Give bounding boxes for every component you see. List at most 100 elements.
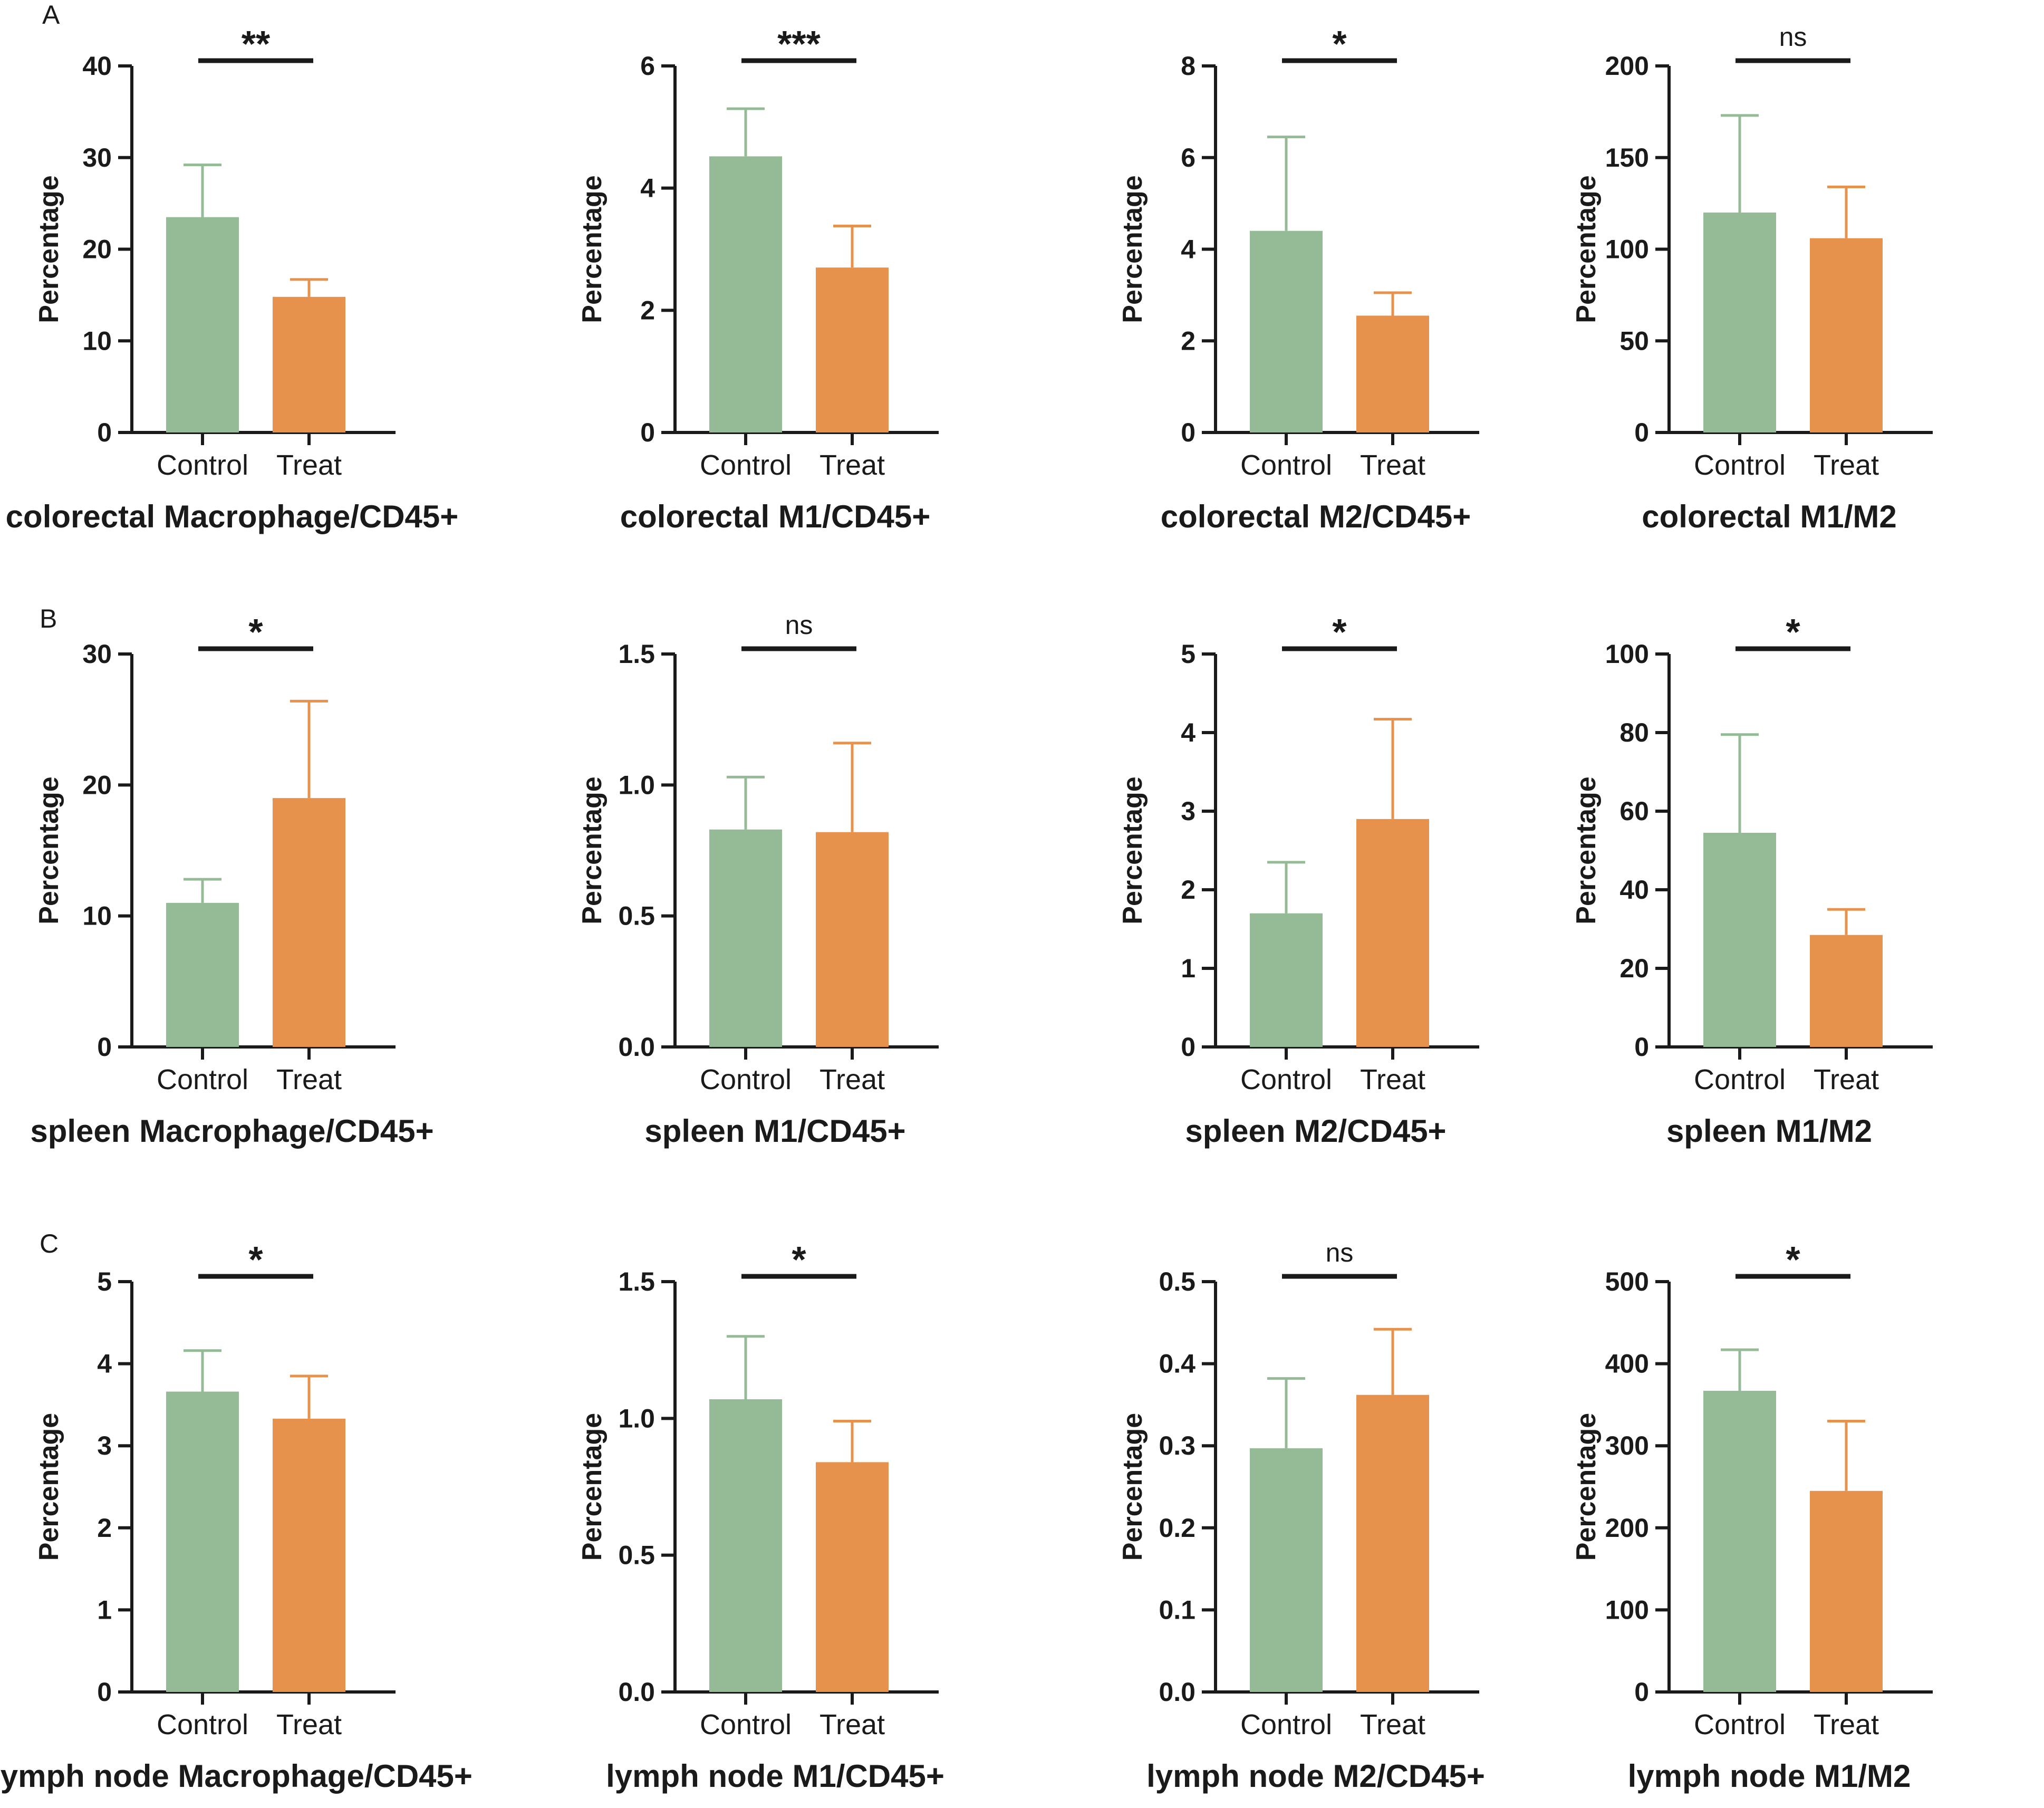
y-tick-label: 0 — [1181, 418, 1195, 447]
y-tick-label: 0.4 — [1159, 1349, 1195, 1379]
significance-label: * — [248, 611, 263, 652]
significance-label: * — [1332, 23, 1347, 64]
x-category-label: Control — [1240, 1064, 1332, 1095]
x-category-label: Treat — [819, 449, 885, 481]
chart-panel-6: 0.0 0.5 1.0 1.5 Percentage Control Treat ns sple… — [577, 610, 939, 1149]
y-tick-label: 0.1 — [1159, 1595, 1195, 1624]
x-category-label: Control — [700, 1064, 792, 1095]
bar-treat — [1356, 1395, 1429, 1692]
panel-letter-b: B — [40, 604, 57, 633]
bar-control — [709, 1399, 782, 1692]
bar-control — [709, 829, 782, 1047]
significance-label: ns — [785, 610, 813, 640]
bar-treat — [1810, 238, 1883, 432]
y-tick-label: 80 — [1619, 718, 1649, 747]
x-category-label: Treat — [1360, 1709, 1425, 1740]
panel-letter-c: C — [40, 1229, 59, 1258]
chart-title: lymph node M1/CD45+ — [606, 1758, 944, 1794]
x-category-label: Treat — [1360, 1064, 1425, 1095]
x-category-label: Treat — [1814, 1709, 1879, 1740]
y-tick-label: 100 — [1605, 235, 1649, 264]
y-tick-label: 0.5 — [618, 901, 655, 931]
y-tick-label: 5 — [97, 1267, 112, 1296]
y-axis-title: Percentage — [577, 776, 608, 924]
y-axis-title: Percentage — [1117, 1413, 1148, 1561]
y-tick-label: 400 — [1605, 1349, 1649, 1379]
y-tick-label: 30 — [82, 143, 112, 172]
chart-title: colorectal M2/CD45+ — [1161, 499, 1471, 534]
bar-control — [166, 902, 239, 1047]
y-tick-label: 20 — [1619, 954, 1649, 983]
significance-label: ** — [242, 23, 271, 64]
y-axis-title: Percentage — [34, 175, 64, 323]
panel-letter-a: A — [42, 0, 60, 30]
x-category-label: Control — [157, 1709, 248, 1740]
significance-label: ns — [1326, 1238, 1354, 1267]
bar-treat — [273, 296, 345, 432]
y-tick-label: 1.5 — [618, 639, 655, 669]
x-category-label: Treat — [276, 1064, 342, 1095]
bar-treat — [1810, 1490, 1883, 1692]
chart-panel-8: 0 20 40 60 80 100 Percentage Control Treat * splee… — [1571, 611, 1933, 1149]
bar-control — [709, 156, 782, 432]
y-tick-label: 40 — [1619, 875, 1649, 905]
bar-treat — [273, 798, 345, 1047]
bar-control — [166, 217, 239, 432]
bar-control — [1703, 1390, 1776, 1692]
x-category-label: Control — [700, 449, 792, 481]
y-tick-label: 2 — [1181, 326, 1195, 355]
y-tick-label: 0.0 — [618, 1677, 655, 1707]
y-tick-label: 4 — [97, 1349, 112, 1379]
chart-panel-3: 0 2 4 6 8 Percentage Control Treat * colorectal M… — [1117, 23, 1479, 534]
y-tick-label: 100 — [1605, 1595, 1649, 1624]
y-tick-label: 0 — [97, 1032, 112, 1062]
chart-panel-1: 0 10 20 30 40 Percentage Control Treat ** colorec… — [6, 23, 459, 534]
y-tick-label: 4 — [1181, 718, 1195, 747]
x-category-label: Control — [1694, 449, 1786, 481]
y-tick-label: 0.2 — [1159, 1513, 1195, 1543]
significance-label: ns — [1779, 22, 1807, 52]
x-category-label: Control — [157, 449, 248, 481]
y-tick-label: 3 — [1181, 796, 1195, 826]
chart-title: lymph node M2/CD45+ — [1146, 1758, 1485, 1794]
y-tick-label: 0 — [1181, 1032, 1195, 1062]
y-tick-label: 0 — [97, 1677, 112, 1707]
x-category-label: Control — [1240, 1709, 1332, 1740]
y-tick-label: 0.3 — [1159, 1431, 1195, 1460]
y-tick-label: 6 — [1181, 143, 1195, 172]
bar-treat — [1810, 935, 1883, 1047]
y-tick-label: 1 — [97, 1595, 112, 1624]
bar-treat — [1356, 819, 1429, 1047]
y-axis-title: Percentage — [1571, 1413, 1602, 1561]
y-tick-label: 0 — [97, 418, 112, 447]
y-tick-label: 30 — [82, 639, 112, 669]
y-axis-title: Percentage — [1571, 175, 1602, 323]
x-category-label: Treat — [276, 449, 342, 481]
y-tick-label: 10 — [82, 326, 112, 355]
significance-label: *** — [777, 23, 821, 64]
chart-title: spleen M2/CD45+ — [1185, 1113, 1446, 1149]
y-tick-label: 40 — [82, 51, 112, 81]
x-category-label: Control — [1240, 449, 1332, 481]
y-axis-title: Percentage — [577, 175, 608, 323]
bar-control — [1703, 213, 1776, 432]
x-category-label: Control — [1694, 1064, 1786, 1095]
y-tick-label: 0 — [1634, 1677, 1649, 1707]
y-tick-label: 2 — [1181, 875, 1195, 905]
y-tick-label: 50 — [1619, 326, 1649, 355]
bar-treat — [273, 1418, 345, 1692]
y-tick-label: 6 — [640, 51, 655, 81]
y-axis-title: Percentage — [577, 1413, 608, 1561]
chart-title: colorectal Macrophage/CD45+ — [6, 499, 459, 534]
bar-control — [166, 1391, 239, 1692]
chart-panel-2: 0 2 4 6 Percentage Control Treat *** colorectal … — [577, 23, 939, 534]
y-tick-label: 4 — [1181, 235, 1195, 264]
y-tick-label: 100 — [1605, 639, 1649, 669]
significance-label: * — [1786, 611, 1800, 652]
chart-title: colorectal M1/M2 — [1642, 499, 1897, 534]
x-category-label: Treat — [1360, 449, 1425, 481]
chart-panel-7: 0 1 2 3 4 5 Percentage Control Treat * spleen M2/C… — [1117, 611, 1479, 1149]
y-tick-label: 0.5 — [618, 1541, 655, 1570]
